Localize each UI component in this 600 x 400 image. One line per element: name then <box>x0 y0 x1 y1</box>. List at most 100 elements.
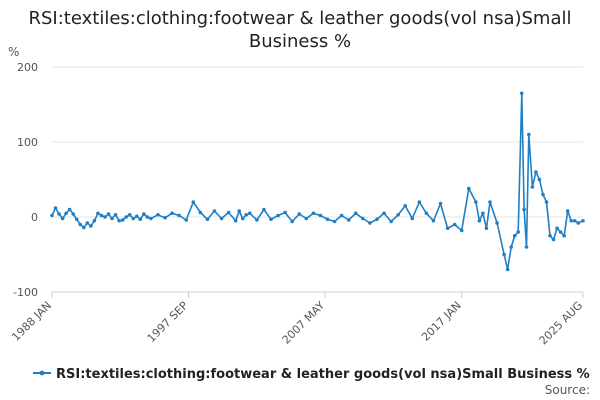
data-point[interactable] <box>572 218 577 223</box>
data-point[interactable] <box>74 217 79 222</box>
data-point[interactable] <box>60 216 65 221</box>
data-point[interactable] <box>96 211 100 216</box>
data-point[interactable] <box>233 218 238 223</box>
data-point[interactable] <box>205 217 210 222</box>
data-point[interactable] <box>226 210 231 215</box>
data-point[interactable] <box>191 200 196 204</box>
data-point[interactable] <box>541 192 545 197</box>
data-point[interactable] <box>283 210 287 215</box>
data-point[interactable] <box>466 186 471 191</box>
data-point[interactable] <box>237 209 242 213</box>
data-point[interactable] <box>92 218 97 223</box>
data-point[interactable] <box>505 267 510 272</box>
data-point[interactable] <box>304 216 309 221</box>
data-point[interactable] <box>524 245 529 249</box>
data-point[interactable] <box>255 218 259 222</box>
data-point[interactable] <box>519 91 524 96</box>
data-point[interactable] <box>477 218 482 223</box>
data-point[interactable] <box>396 212 400 217</box>
data-point[interactable] <box>117 218 121 223</box>
data-point[interactable] <box>569 218 574 223</box>
data-point[interactable] <box>509 245 513 249</box>
data-point[interactable] <box>106 212 111 216</box>
data-point[interactable] <box>311 211 316 216</box>
data-point[interactable] <box>495 221 499 225</box>
data-point[interactable] <box>368 221 372 225</box>
data-point[interactable] <box>276 213 280 218</box>
data-point[interactable] <box>57 212 61 216</box>
data-point[interactable] <box>339 213 344 218</box>
data-point[interactable] <box>198 210 203 215</box>
data-point[interactable] <box>389 219 393 224</box>
data-point[interactable] <box>113 212 118 217</box>
data-point[interactable] <box>103 215 107 219</box>
data-point[interactable] <box>581 218 585 223</box>
data-point[interactable] <box>212 209 217 213</box>
data-point[interactable] <box>170 211 174 216</box>
data-point[interactable] <box>438 201 443 206</box>
data-point[interactable] <box>403 203 408 208</box>
data-point[interactable] <box>244 212 249 217</box>
data-point[interactable] <box>555 226 559 231</box>
data-point[interactable] <box>318 213 323 218</box>
data-point[interactable] <box>297 212 302 216</box>
data-point[interactable] <box>527 132 531 137</box>
data-point[interactable] <box>548 233 552 238</box>
data-point[interactable] <box>551 237 556 242</box>
data-point[interactable] <box>522 207 526 212</box>
data-point[interactable] <box>240 216 245 221</box>
data-point[interactable] <box>64 211 68 216</box>
data-point[interactable] <box>452 222 457 227</box>
data-point[interactable] <box>145 215 150 219</box>
data-point[interactable] <box>262 207 266 212</box>
data-point[interactable] <box>382 211 386 216</box>
data-point[interactable] <box>219 216 224 221</box>
data-point[interactable] <box>332 219 337 224</box>
data-point[interactable] <box>424 211 429 216</box>
data-point[interactable] <box>459 228 464 233</box>
data-point[interactable] <box>71 212 75 216</box>
data-point[interactable] <box>353 211 358 216</box>
data-point[interactable] <box>81 225 86 230</box>
data-point[interactable] <box>537 177 542 182</box>
data-point[interactable] <box>544 200 549 204</box>
data-point[interactable] <box>110 216 114 221</box>
data-point[interactable] <box>410 216 415 221</box>
data-point[interactable] <box>78 222 83 227</box>
data-point[interactable] <box>534 170 538 174</box>
data-point[interactable] <box>177 213 181 218</box>
data-point[interactable] <box>488 200 492 204</box>
data-point[interactable] <box>502 252 506 257</box>
data-point[interactable] <box>50 213 54 218</box>
data-point[interactable] <box>346 218 351 222</box>
data-point[interactable] <box>53 206 58 210</box>
data-point[interactable] <box>134 214 139 219</box>
data-point[interactable] <box>474 200 478 204</box>
data-point[interactable] <box>184 218 189 222</box>
data-point[interactable] <box>85 221 90 225</box>
data-point[interactable] <box>558 230 563 234</box>
data-point[interactable] <box>138 217 143 222</box>
data-point[interactable] <box>290 219 294 224</box>
data-point[interactable] <box>431 218 436 223</box>
data-point[interactable] <box>530 185 535 189</box>
data-point[interactable] <box>163 215 167 220</box>
data-point[interactable] <box>89 224 93 228</box>
data-point[interactable] <box>516 230 521 234</box>
data-point[interactable] <box>127 212 132 217</box>
data-point[interactable] <box>417 200 422 204</box>
data-point[interactable] <box>481 211 485 216</box>
data-point[interactable] <box>67 207 72 212</box>
data-point[interactable] <box>576 221 581 225</box>
data-point[interactable] <box>120 218 125 222</box>
data-point[interactable] <box>248 211 252 216</box>
data-point[interactable] <box>484 226 489 231</box>
data-point[interactable] <box>149 216 153 221</box>
data-point[interactable] <box>565 209 570 213</box>
data-point[interactable] <box>562 233 566 238</box>
data-point[interactable] <box>445 226 450 231</box>
data-point[interactable] <box>142 212 146 216</box>
data-point[interactable] <box>361 216 365 221</box>
data-point[interactable] <box>512 233 517 238</box>
data-point[interactable] <box>269 217 273 222</box>
